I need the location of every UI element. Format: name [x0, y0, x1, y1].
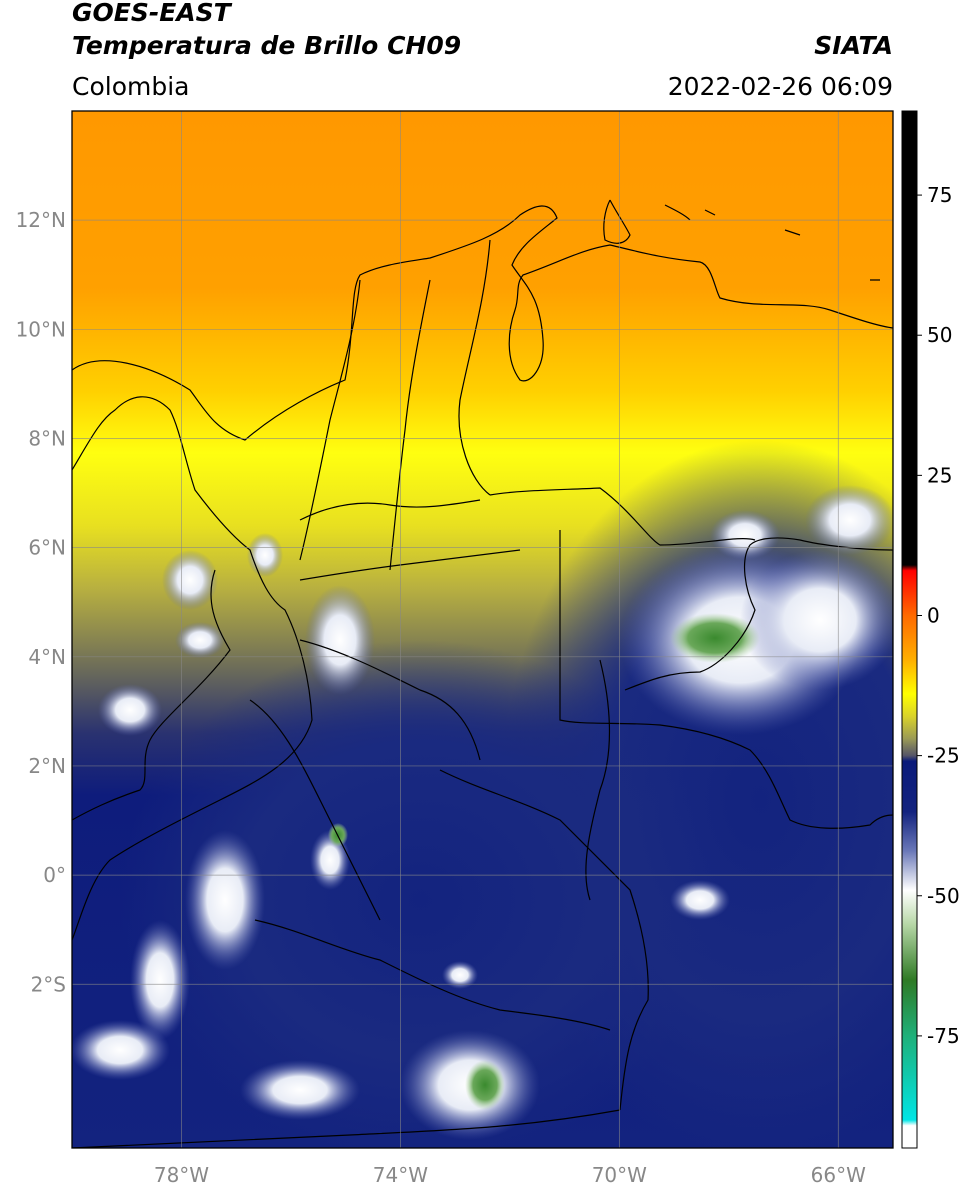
lat-tick-label: 0°	[43, 863, 66, 887]
colorbar-tick-label: -25	[927, 744, 960, 768]
lat-tick-label: 6°N	[28, 536, 66, 560]
colorbar-tick-label: 0	[927, 603, 940, 627]
product-title: Temperatura de Brillo CH09	[72, 31, 462, 60]
lat-tick-label: 8°N	[28, 426, 66, 450]
longitude-labels: 78°W 74°W 70°W 66°W	[154, 1163, 866, 1187]
lon-tick-label: 78°W	[154, 1163, 209, 1187]
datetime-label: 2022-02-26 06:09	[667, 72, 893, 101]
colorbar: 75 50 25 0 -25 -50 -75	[901, 110, 960, 1149]
lon-tick-label: 70°W	[592, 1163, 647, 1187]
lat-tick-label: 10°N	[16, 317, 66, 341]
lat-tick-label: 4°N	[28, 645, 66, 669]
lat-tick-label: 2°N	[28, 754, 66, 778]
satellite-title: GOES-EAST	[72, 0, 231, 27]
lat-tick-label: 12°N	[16, 208, 66, 232]
colorbar-ticks: 75 50 25 0 -25 -50 -75	[917, 183, 960, 1048]
lat-tick-label: 2°S	[31, 972, 66, 996]
region-label: Colombia	[72, 72, 190, 101]
colorbar-tick-label: -50	[927, 884, 960, 908]
coastlines-borders	[72, 199, 893, 1148]
map-frame	[71, 110, 894, 1149]
agency-label: SIATA	[814, 31, 893, 60]
colorbar-tick-label: 25	[927, 463, 952, 487]
colorbar-tick-label: 75	[927, 183, 952, 207]
lon-tick-label: 74°W	[373, 1163, 428, 1187]
colorbar-tick-label: 50	[927, 323, 952, 347]
latitude-labels: 12°N 10°N 8°N 6°N 4°N 2°N 0° 2°S	[16, 208, 66, 996]
brightness-temperature-field	[72, 111, 893, 1148]
colorbar-tick-label: -75	[927, 1024, 960, 1048]
lon-tick-label: 66°W	[811, 1163, 866, 1187]
graticule	[72, 111, 893, 1148]
